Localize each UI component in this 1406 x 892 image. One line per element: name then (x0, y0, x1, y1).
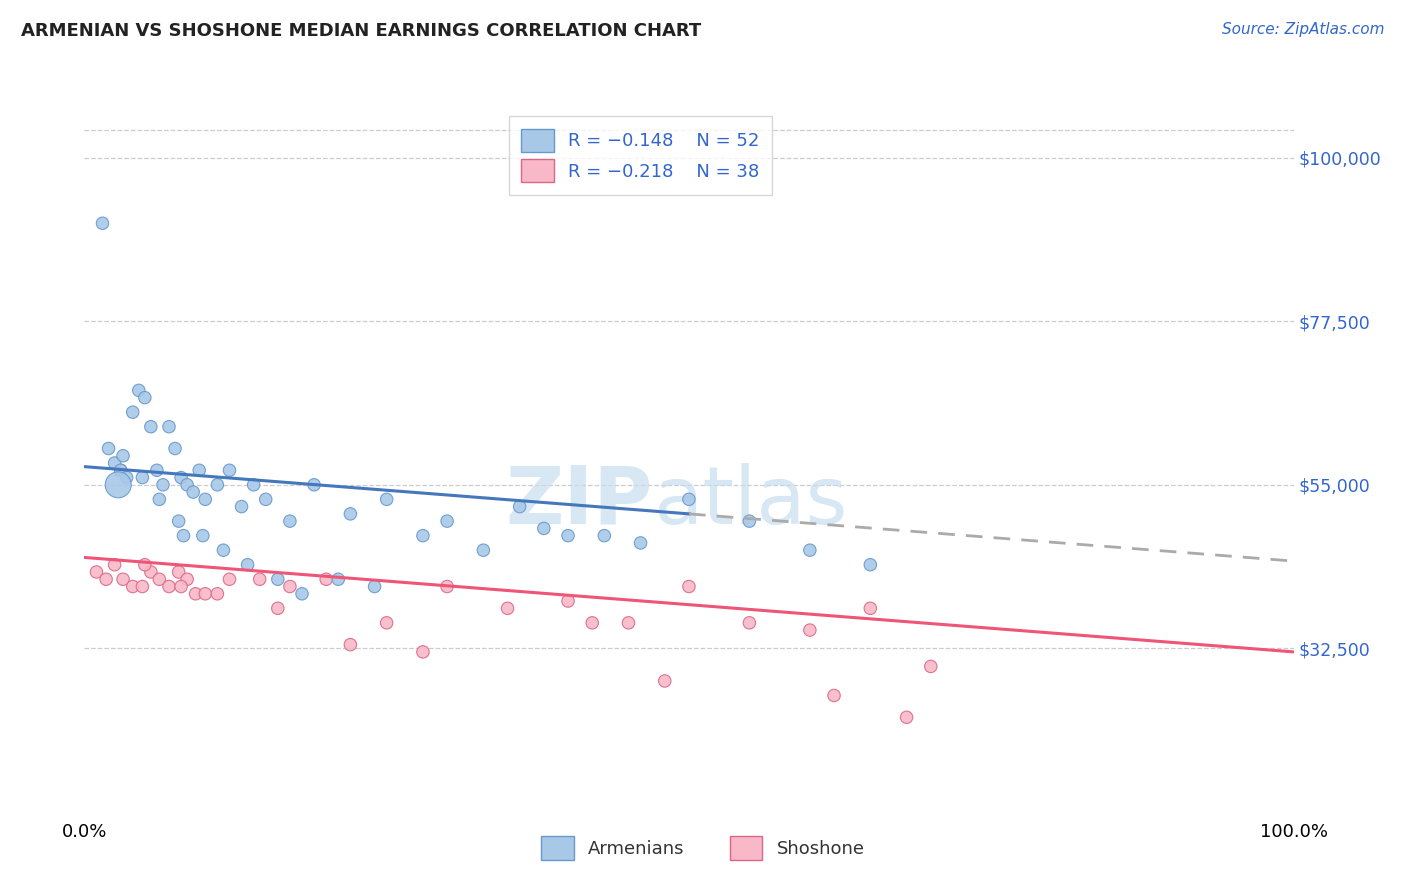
Point (115, 470, 138, 484)
Point (194, 492, 217, 507)
Point (738, 615, 761, 630)
Point (375, 615, 398, 630)
Point (557, 594, 579, 608)
Point (436, 514, 458, 528)
Point (207, 478, 229, 492)
Point (678, 492, 700, 507)
Point (173, 529, 195, 543)
Point (170, 580, 193, 594)
Point (97, 442, 120, 456)
Point (291, 587, 314, 601)
Point (859, 558, 882, 572)
Point (112, 572, 135, 586)
Point (165, 442, 187, 456)
Point (242, 478, 264, 492)
Point (249, 572, 271, 586)
Point (146, 463, 169, 477)
Point (339, 507, 361, 521)
Point (112, 449, 135, 463)
Text: Source: ZipAtlas.com: Source: ZipAtlas.com (1222, 22, 1385, 37)
Point (167, 514, 190, 528)
Point (181, 485, 204, 500)
Point (581, 615, 603, 630)
Text: ARMENIAN VS SHOSHONE MEDIAN EARNINGS CORRELATION CHART: ARMENIAN VS SHOSHONE MEDIAN EARNINGS COR… (21, 22, 702, 40)
Point (267, 572, 290, 586)
Point (823, 689, 845, 703)
Point (131, 470, 153, 484)
Point (176, 478, 198, 492)
Point (375, 492, 398, 507)
Point (920, 659, 942, 673)
Point (254, 492, 277, 507)
Point (157, 580, 180, 594)
Point (94, 572, 117, 586)
Point (738, 514, 761, 528)
Point (104, 456, 127, 470)
Point (278, 514, 301, 528)
Text: atlas: atlas (652, 463, 846, 541)
Point (134, 558, 156, 572)
Point (152, 478, 174, 492)
Point (339, 638, 361, 652)
Point (533, 521, 555, 535)
Point (212, 543, 235, 558)
Point (128, 384, 150, 398)
Point (167, 565, 190, 579)
Point (91, 216, 114, 230)
Point (121, 580, 143, 594)
Point (896, 710, 918, 724)
Point (231, 500, 253, 514)
Point (207, 587, 229, 601)
Point (134, 391, 156, 405)
Point (110, 463, 132, 477)
Point (184, 587, 207, 601)
Legend: R = −0.148    N = 52, R = −0.218    N = 38: R = −0.148 N = 52, R = −0.218 N = 38 (509, 116, 772, 195)
Point (278, 580, 301, 594)
Point (148, 572, 170, 586)
Point (859, 601, 882, 615)
Point (236, 558, 259, 572)
Point (593, 529, 616, 543)
Point (436, 580, 458, 594)
Point (267, 601, 290, 615)
Point (799, 543, 821, 558)
Point (412, 529, 434, 543)
Point (176, 572, 198, 586)
Point (188, 463, 211, 477)
Point (194, 587, 217, 601)
Point (363, 580, 385, 594)
Point (139, 565, 162, 579)
Point (107, 478, 129, 492)
Point (509, 500, 531, 514)
Point (799, 623, 821, 637)
Point (617, 615, 640, 630)
Point (104, 558, 127, 572)
Point (86, 565, 108, 579)
Point (157, 419, 180, 434)
Point (678, 580, 700, 594)
Point (170, 470, 193, 484)
Point (110, 463, 132, 477)
Text: ZIP: ZIP (505, 463, 652, 541)
Point (131, 580, 153, 594)
Point (654, 673, 676, 688)
Point (472, 543, 495, 558)
Point (218, 572, 240, 586)
Point (328, 572, 350, 586)
Point (139, 419, 162, 434)
Point (148, 492, 170, 507)
Point (412, 645, 434, 659)
Legend: Armenians, Shoshone: Armenians, Shoshone (527, 822, 879, 874)
Point (630, 536, 652, 550)
Point (302, 478, 325, 492)
Point (121, 405, 143, 419)
Point (191, 529, 214, 543)
Point (218, 463, 240, 477)
Point (315, 572, 337, 586)
Point (557, 529, 579, 543)
Point (496, 601, 519, 615)
